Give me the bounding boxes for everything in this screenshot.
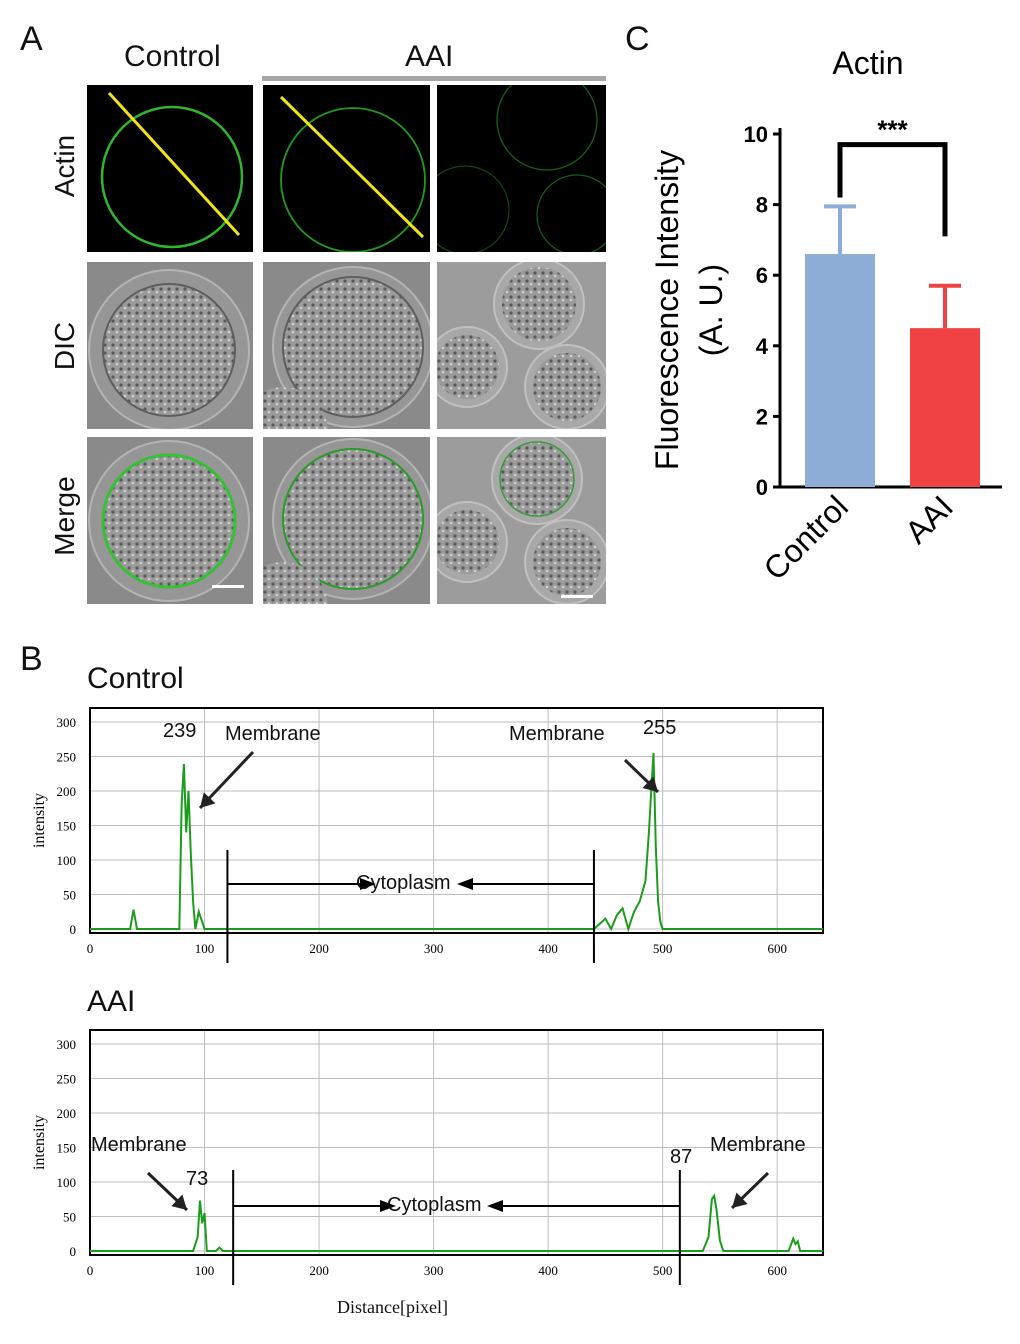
ylabel: intensity [31,793,48,848]
ytick-label: 250 [57,1072,77,1087]
merge-control-image [87,437,253,604]
ytick-label: 0 [70,1244,77,1259]
bar-chart-ytick-label: 10 [744,122,768,147]
bar-chart-title: Actin [832,45,903,81]
xtick-label: 300 [424,1263,444,1278]
xtick-label: 400 [538,941,558,956]
ytick-label: 150 [57,819,77,834]
col-header-aai: AAI [405,40,454,73]
membrane-arrow-head [642,776,658,792]
ytick-label: 50 [63,1210,76,1225]
ytick-label: 200 [57,784,77,799]
row-label-actin: Actin [49,134,80,198]
control-cytoplasm: Cytoplasm [356,872,451,894]
merge-aai-image-2 [437,437,606,604]
bar-chart-xtick-label: Control [757,488,855,586]
control-line-plot: 0 100 200 300 400 500 600 0 50 100 150 200 250 300 int… [31,707,824,963]
cytoplasm-arrow-right-head [457,878,473,890]
membrane-arrow-head [732,1192,748,1208]
bar-aai [910,328,980,487]
aai-membrane-left: Membrane [91,1134,187,1156]
aai-peak-left: 73 [186,1168,209,1190]
aai-xlabel: Distance[pixel] [337,1297,448,1317]
ytick-label: 250 [57,750,77,765]
ytick-label: 50 [63,888,76,903]
xtick-label: 0 [87,1263,94,1278]
dic-control-image [87,262,253,429]
aai-header-bar [262,76,606,81]
cytoplasm-arrow-right-head [487,1200,503,1212]
bar-chart-ylabel-line1: Fluorescence Intensity [649,150,685,470]
membrane-arrow-head [171,1194,187,1210]
xtick-label: 100 [195,1263,215,1278]
actin-aai-image-2 [437,85,606,252]
aai-cytoplasm: Cytoplasm [387,1194,482,1216]
ytick-label: 0 [70,922,77,937]
xtick-label: 100 [195,941,215,956]
dic-aai-image-1 [263,262,430,429]
ytick-label: 100 [57,1175,77,1190]
bar-chart: Actin Fluorescence Intensity (A. U.) 0 2 4 6 8 1… [649,45,1002,587]
panel-a-letter: A [20,20,43,58]
bar-chart-ytick-label: 6 [756,263,768,288]
dic-aai-image-2 [437,262,606,429]
xtick-label: 500 [653,941,673,956]
intensity-series-line [90,752,823,933]
bar-chart-ytick-label: 0 [756,475,768,500]
membrane-arrow-head [200,792,216,808]
aai-plot-title: AAI [87,985,136,1018]
bar-chart-xtick-label: AAI [898,488,960,550]
panel-c-letter: C [625,20,650,58]
row-label-merge: Merge [49,476,80,556]
panel-b-letter: B [20,640,43,678]
xtick-label: 200 [309,1263,329,1278]
xtick-label: 600 [767,1263,787,1278]
xtick-label: 500 [653,1263,673,1278]
bar-chart-ytick-label: 2 [756,404,768,429]
bar-chart-ylabel-line2: (A. U.) [693,264,729,356]
plot-frame [89,1029,824,1256]
control-membrane-left: Membrane [225,723,321,745]
xtick-label: 200 [309,941,329,956]
control-peak-left: 239 [163,720,197,742]
ytick-label: 100 [57,853,77,868]
control-peak-right: 255 [643,717,677,739]
intensity-series-line [90,1193,823,1252]
bar-chart-ytick-label: 4 [756,334,769,359]
ytick-label: 300 [57,715,77,730]
control-membrane-right: Membrane [509,723,605,745]
significance-label: *** [877,115,908,145]
row-label-dic: DIC [49,321,80,371]
cytoplasm-arrow-left-head [380,1200,396,1212]
col-header-control: Control [124,40,221,73]
ytick-label: 300 [57,1037,77,1052]
aai-peak-right: 87 [670,1146,693,1168]
xtick-label: 300 [424,941,444,956]
ylabel: intensity [31,1115,48,1170]
control-plot-title: Control [87,662,184,695]
merge-aai-image-1 [263,437,430,604]
xtick-label: 0 [87,941,94,956]
significance-bracket [837,142,948,237]
ytick-label: 200 [57,1106,77,1121]
bar-chart-ytick-label: 8 [756,193,768,218]
bar-control [805,254,875,487]
aai-membrane-right: Membrane [710,1134,806,1156]
actin-aai-image-1 [263,85,430,252]
plot-frame [89,707,824,934]
actin-control-image [87,85,253,252]
xtick-label: 400 [538,1263,558,1278]
ytick-label: 150 [57,1141,77,1156]
cytoplasm-arrow-left-head [360,878,376,890]
aai-line-plot: 0 100 200 300 400 500 600 0 50 100 150 200 250 300 int… [31,1029,824,1285]
xtick-label: 600 [767,941,787,956]
